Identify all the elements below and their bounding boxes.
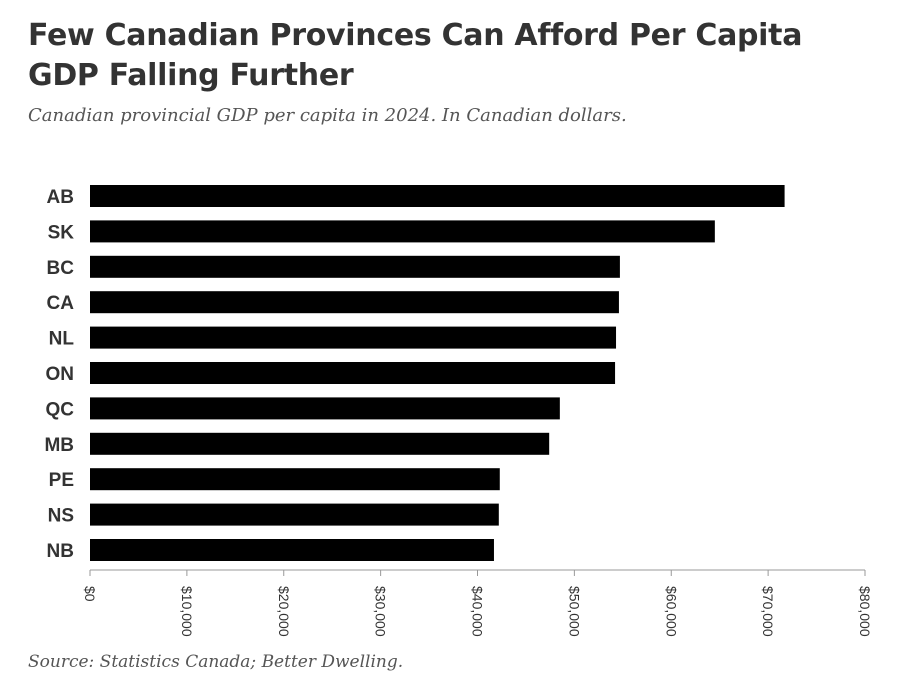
bar-sk	[90, 220, 715, 243]
category-label-ab: AB	[47, 187, 74, 208]
category-label-pe: PE	[49, 470, 74, 491]
chart-subtitle: Canadian provincial GDP per capita in 20…	[28, 105, 627, 126]
bar-nl	[90, 326, 617, 349]
bar-qc	[90, 397, 560, 420]
x-tick-label: $80,000	[857, 586, 873, 637]
category-label-ca: CA	[47, 293, 75, 314]
x-tick-label: $60,000	[663, 586, 679, 637]
x-ticks-group: $0 $10,000 $20,000 $30,000 $40,000 $50,000 $60…	[82, 570, 873, 637]
bar-ns	[90, 503, 499, 526]
bar-mb	[90, 432, 550, 455]
category-label-on: ON	[46, 364, 75, 385]
category-label-mb: MB	[44, 435, 74, 456]
bar-ca	[90, 291, 619, 314]
source-note: Source: Statistics Canada; Better Dwelli…	[28, 652, 404, 672]
bar-pe	[90, 468, 500, 491]
category-label-ns: NS	[48, 506, 74, 527]
category-label-qc: QC	[46, 399, 75, 420]
x-tick-label: $50,000	[566, 586, 582, 637]
x-tick-label: $0	[82, 586, 98, 602]
bar-nb	[90, 539, 494, 561]
bar-ab	[90, 185, 785, 207]
category-label-bc: BC	[47, 258, 75, 279]
bar-bc	[90, 255, 620, 278]
x-tick-label: $40,000	[470, 586, 486, 637]
x-tick-label: $20,000	[276, 586, 292, 637]
x-tick-label: $70,000	[760, 586, 776, 637]
chart-title: Few Canadian Provinces Can Afford Per Ca…	[28, 18, 803, 93]
category-label-sk: SK	[48, 222, 75, 243]
category-label-nb: NB	[47, 541, 74, 562]
bars-group	[90, 185, 785, 561]
category-labels-group: AB SK BC CA NL ON QC MB PE NS NB	[44, 187, 74, 562]
category-label-nl: NL	[49, 329, 75, 350]
x-tick-label: $30,000	[373, 586, 389, 637]
bar-on	[90, 362, 616, 384]
x-tick-label: $10,000	[179, 586, 195, 637]
